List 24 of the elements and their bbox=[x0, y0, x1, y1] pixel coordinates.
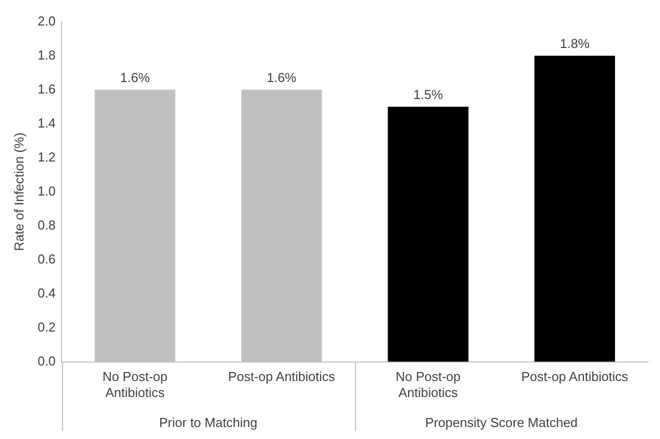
x-tick-label: No Post-op Antibiotics bbox=[396, 369, 461, 400]
y-tick-label: 1.6 bbox=[38, 81, 56, 96]
text: Propensity Score Matched bbox=[425, 415, 578, 430]
data-label: 1.8% bbox=[560, 36, 590, 51]
text: Prior to Matching bbox=[159, 415, 258, 430]
bar bbox=[534, 56, 616, 362]
y-tick-label: 0.8 bbox=[38, 217, 56, 232]
data-label: 1.6% bbox=[266, 70, 297, 85]
y-tick-label: 0.4 bbox=[38, 285, 56, 300]
x-tick-label: Post-op Antibiotics bbox=[228, 369, 336, 384]
y-tick-label: 0.0 bbox=[38, 353, 56, 368]
y-tick-label: 0.2 bbox=[38, 319, 56, 334]
y-tick-label: 2.0 bbox=[38, 13, 56, 28]
y-tick-label: 1.8 bbox=[38, 47, 56, 62]
bar bbox=[388, 106, 468, 362]
y-tick-label: 1.2 bbox=[38, 149, 56, 164]
y-tick-label: 1.4 bbox=[38, 115, 56, 130]
y-tick-label: 1.0 bbox=[38, 183, 56, 198]
x-tick-label: No Post-op Antibiotics bbox=[102, 369, 168, 400]
y-tick-label: 0.6 bbox=[38, 251, 56, 266]
data-label: 1.6% bbox=[120, 70, 150, 85]
x-tick-label: Post-op Antibiotics bbox=[521, 369, 629, 384]
y-axis-title: Rate of Infection (%) bbox=[11, 132, 26, 252]
data-label: 1.5% bbox=[413, 86, 444, 102]
